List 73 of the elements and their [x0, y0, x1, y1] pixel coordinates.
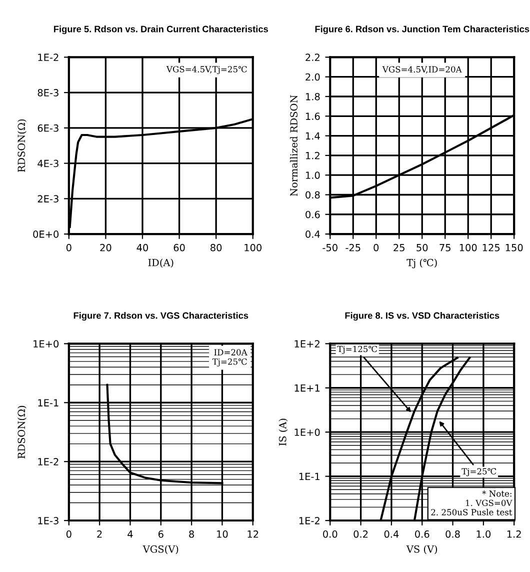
x-tick-label: 6: [158, 530, 164, 538]
annotation: VGS=4.5V,ID=20A: [382, 66, 462, 74]
x-axis-title: VS (V): [406, 545, 438, 554]
x-tick-label: 50: [416, 244, 428, 252]
y-tick-label: 1.2: [306, 152, 320, 160]
y-tick-label: 1E-2: [299, 517, 320, 524]
annotation: ID=20A: [214, 349, 248, 356]
x-tick-label: 80: [210, 244, 222, 252]
y-tick-label: 1.4: [306, 132, 320, 140]
chart-title: Figure 6. Rdson vs. Junction Tem Characteristics: [315, 26, 530, 34]
x-tick-label: 10: [217, 530, 228, 538]
x-tick-label: 60: [174, 244, 185, 252]
annotation: Tj=125℃: [337, 346, 378, 354]
x-tick-label: 100: [244, 244, 262, 252]
y-axis-title: RDSON(Ω): [18, 406, 26, 459]
y-tick-label: 2.2: [306, 54, 320, 61]
x-tick-label: 0: [374, 244, 379, 252]
y-tick-label: 0E+0: [33, 230, 59, 238]
y-tick-label: 1E+1: [294, 384, 320, 392]
y-tick-label: 2.0: [306, 73, 320, 81]
y-tick-label: 1E-1: [299, 472, 320, 480]
x-tick-label: 75: [440, 244, 450, 252]
x-tick-label: 0.0: [323, 530, 338, 538]
y-tick-label: 0.8: [306, 191, 320, 199]
x-axis-title: Tj (℃): [406, 258, 437, 268]
x-tick-label: 1.0: [476, 530, 491, 538]
y-tick-label: 1.0: [306, 172, 320, 179]
chart-title: Figure 7. Rdson vs. VGS Characteristics: [74, 312, 248, 321]
x-tick-label: 0.2: [354, 530, 368, 538]
x-tick-label: 8: [189, 530, 194, 538]
x-tick-label: 4: [128, 530, 133, 538]
y-tick-label: 1E-2: [38, 54, 58, 61]
y-tick-label: 1E-1: [38, 399, 58, 406]
x-tick-label: 0: [66, 530, 72, 538]
y-axis-title: Normallized RDSON: [290, 95, 298, 196]
y-tick-label: 1E-3: [38, 517, 58, 524]
y-tick-label: 1.8: [306, 92, 320, 100]
chart-title: Figure 5. Rdson vs. Drain Current Characteristics: [54, 26, 268, 34]
y-tick-label: 4E-3: [38, 160, 58, 168]
chart-title: Figure 8. IS vs. VSD Characteristics: [345, 312, 500, 321]
x-tick-label: 0.8: [446, 530, 460, 538]
y-tick-label: 8E-3: [38, 89, 58, 96]
annotation: Tj=25℃: [462, 468, 496, 476]
x-tick-label: 12: [248, 530, 258, 538]
x-axis-title: VGS(V): [142, 545, 178, 554]
annotation: * Note: 1. VGS=0V 2. 250uS Pusle test: [431, 490, 512, 516]
y-tick-label: 1E-2: [38, 458, 58, 466]
x-tick-label: 0: [66, 244, 72, 252]
y-tick-label: 1E+0: [294, 428, 320, 436]
y-axis-title: IS (A): [278, 418, 288, 446]
x-tick-label: 0.6: [415, 530, 430, 538]
x-axis-title: ID(A): [148, 258, 174, 268]
x-tick-label: 40: [136, 244, 148, 252]
x-tick-label: -25: [346, 244, 360, 252]
x-tick-label: 125: [482, 244, 500, 252]
x-tick-label: 100: [460, 244, 477, 252]
x-tick-label: 0.4: [384, 530, 399, 538]
x-tick-label: 1.2: [507, 530, 521, 538]
y-tick-label: 1E+2: [294, 340, 320, 348]
y-tick-label: 1.6: [306, 112, 320, 120]
y-tick-label: 2E-3: [38, 195, 58, 203]
y-tick-label: 0.4: [306, 230, 320, 238]
y-tick-label: 6E-3: [38, 124, 58, 132]
y-tick-label: 0.6: [306, 210, 320, 218]
y-tick-label: 1E+0: [34, 340, 59, 348]
annotation: VGS=4.5V,Tj=25℃: [166, 66, 247, 74]
x-tick-label: 25: [394, 244, 404, 252]
annotation: Tj=25℃: [212, 358, 247, 366]
y-axis-title: RDSON(Ω): [18, 119, 26, 172]
x-tick-label: -50: [322, 244, 338, 252]
x-tick-label: 2: [97, 530, 102, 538]
x-tick-label: 20: [100, 244, 112, 252]
x-tick-label: 150: [506, 244, 523, 252]
